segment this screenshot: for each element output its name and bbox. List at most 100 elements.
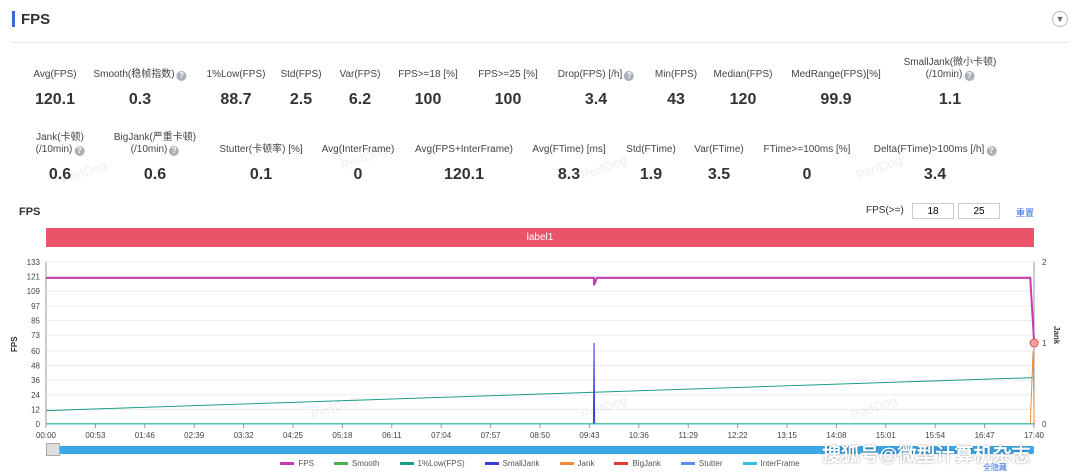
x-tick-label: 09:43 <box>579 431 600 440</box>
y2-tick-label: 1 <box>1042 339 1047 348</box>
slider-handle[interactable] <box>46 443 60 456</box>
legend-label: 1%Low(FPS) <box>417 459 465 468</box>
stat-9: Delta(FTime)>100ms [/h]? 3.4 <box>874 144 997 184</box>
reset-button[interactable]: 重置 <box>1016 208 1035 218</box>
stat-label: Avg(FPS) <box>33 69 77 80</box>
label-bar-text: label1 <box>526 232 554 243</box>
stat-6: Std(FTime) 1.9 <box>626 144 676 184</box>
threshold-25-input[interactable] <box>958 203 1000 219</box>
jank-marker <box>1029 338 1039 348</box>
x-tick-label: 00:53 <box>85 431 106 440</box>
legend-swatch <box>280 462 295 465</box>
section-title: FPS <box>21 10 51 28</box>
section-header: FPS <box>12 10 50 28</box>
help-icon[interactable]: ? <box>964 71 975 81</box>
x-tick-label: 07:57 <box>481 431 502 440</box>
stat-value: 0.3 <box>128 91 152 108</box>
legend-swatch <box>333 462 348 465</box>
y-tick-label: 73 <box>31 331 40 340</box>
label-bar[interactable]: label1 <box>46 228 1034 247</box>
legend-item-1-low-fps-[interactable]: 1%Low(FPS) <box>399 459 465 468</box>
y2-tick-label: 2 <box>1042 258 1047 267</box>
y-tick-label: 48 <box>31 362 40 371</box>
legend-item-fps[interactable]: FPS <box>280 459 314 468</box>
stat-value: 8.3 <box>557 166 581 183</box>
stat-11: SmallJank(微小卡顿) (/10min)? 1.1 <box>904 57 997 109</box>
stat-value: 120 <box>729 91 757 108</box>
x-tick-label: 00:00 <box>36 431 57 440</box>
legend-label: SmallJank <box>502 459 540 468</box>
stat-label: Min(FPS) <box>654 69 698 80</box>
legend-item-smooth[interactable]: Smooth <box>333 459 380 468</box>
threshold-18-input[interactable] <box>912 203 954 219</box>
stat-4: Avg(FPS+InterFrame) 120.1 <box>415 144 513 184</box>
legend-item-interframe[interactable]: InterFrame <box>742 459 800 468</box>
stat-label: FPS>=18 [%] <box>398 69 458 80</box>
legend-swatch <box>742 462 757 465</box>
y-tick-label: 109 <box>27 287 41 296</box>
stat-value: 3.5 <box>707 166 731 183</box>
y-tick-label: 36 <box>31 376 40 385</box>
legend-item-jank[interactable]: Jank <box>559 459 595 468</box>
stat-label: FTime>=100ms [%] <box>763 144 851 155</box>
chart-title: FPS <box>19 206 41 218</box>
stat-value: 99.9 <box>820 91 852 108</box>
help-icon[interactable]: ? <box>986 146 997 156</box>
stat-value: 0.6 <box>48 166 72 183</box>
x-tick-label: 14:08 <box>826 431 847 440</box>
y-tick-label: 60 <box>31 347 40 356</box>
hide-all-button[interactable]: 全隐藏 <box>983 463 1007 472</box>
stat-value: 3.4 <box>923 166 947 183</box>
legend-swatch <box>559 462 574 465</box>
legend-label: FPS <box>298 459 314 468</box>
x-tick-label: 04:25 <box>283 431 304 440</box>
divider <box>12 42 1068 43</box>
stat-label: Median(FPS) <box>713 69 773 80</box>
x-tick-label: 17:40 <box>1024 431 1045 440</box>
stat-label: Var(FPS) <box>339 69 381 80</box>
x-tick-label: 11:29 <box>678 431 698 440</box>
stat-value: 88.7 <box>220 91 252 108</box>
stat-2: 1%Low(FPS) 88.7 <box>207 69 266 109</box>
chart-legend: FPS Smooth 1%Low(FPS) SmallJank Jank BigJank S… <box>0 459 1080 468</box>
x-tick-label: 13:15 <box>777 431 798 440</box>
x-tick-label: 16:47 <box>975 431 996 440</box>
stat-7: Drop(FPS) [/h]? 3.4 <box>558 69 635 109</box>
help-icon[interactable]: ? <box>74 146 85 156</box>
x-tick-label: 12:22 <box>728 431 749 440</box>
help-icon[interactable]: ? <box>176 71 187 81</box>
legend-label: Jank <box>577 459 595 468</box>
stat-5: Avg(FTime) [ms] 8.3 <box>532 144 605 184</box>
legend-item-bigjank[interactable]: BigJank <box>614 459 661 468</box>
stat-value: 0 <box>802 166 812 183</box>
y-tick-label: 12 <box>31 405 40 414</box>
watermark: PerfDog <box>578 392 629 423</box>
legend-swatch <box>399 462 414 465</box>
x-tick-label: 01:46 <box>135 431 156 440</box>
y-tick-label: 97 <box>31 302 40 311</box>
stat-value: 0.6 <box>143 166 167 183</box>
stat-2: Stutter(卡顿率) [%] 0.1 <box>219 144 302 184</box>
stat-value: 0.1 <box>249 166 273 183</box>
y-axis-label: FPS <box>10 336 19 352</box>
x-tick-label: 06:11 <box>382 431 402 440</box>
stat-value: 1.1 <box>938 91 962 108</box>
stat-9: Median(FPS) 120 <box>714 69 773 109</box>
stat-label: FPS>=25 [%] <box>478 69 538 80</box>
stat-value: 120.1 <box>34 91 76 108</box>
legend-item-smalljank[interactable]: SmallJank <box>484 459 540 468</box>
stat-10: MedRange(FPS)[%] 99.9 <box>791 69 880 109</box>
help-icon[interactable]: ? <box>169 146 180 156</box>
x-tick-label: 07:04 <box>431 431 452 440</box>
x-tick-label: 05:18 <box>332 431 353 440</box>
stat-value: 120.1 <box>443 166 485 183</box>
stat-5: FPS>=18 [%] 100 <box>398 69 457 109</box>
stat-value: 3.4 <box>584 91 608 108</box>
stat-label: Jank(卡顿) (/10min)? <box>35 132 85 156</box>
time-range-slider[interactable] <box>46 446 1034 454</box>
help-icon[interactable]: ? <box>624 71 635 81</box>
stat-value: 100 <box>414 91 442 108</box>
legend-item-stutter[interactable]: Stutter <box>680 459 723 468</box>
chevron-down-icon[interactable]: ▼ <box>1052 11 1068 27</box>
y-tick-label: 85 <box>31 316 40 325</box>
